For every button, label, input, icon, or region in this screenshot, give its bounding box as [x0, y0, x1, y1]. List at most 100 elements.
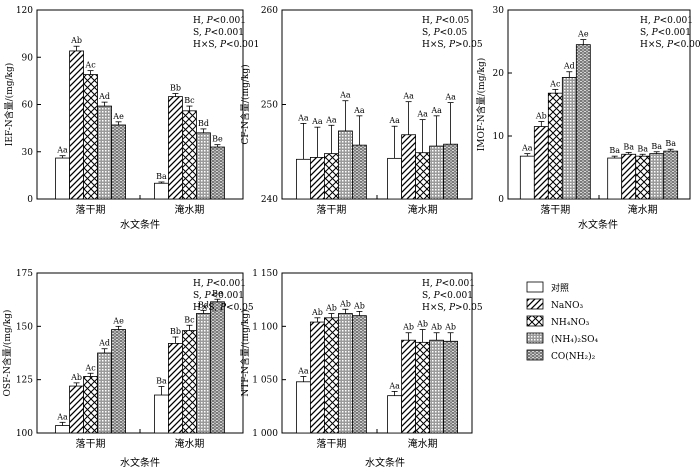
data-label: Ab [353, 301, 365, 310]
x-tick-label: 落干期 [316, 438, 346, 450]
data-label: Aa [388, 381, 400, 390]
legend-label: NH₄NO₃ [551, 318, 590, 328]
x-tick-label: 落干期 [76, 438, 106, 450]
data-label: Ba [156, 376, 167, 385]
y-tick-label: 100 [16, 429, 33, 439]
bar [575, 44, 591, 200]
stat-annotation: H, P<0.001 [422, 279, 475, 289]
bar [111, 329, 126, 434]
x-tick-label: 淹水期 [174, 203, 204, 216]
data-label: Bd [198, 300, 209, 309]
y-tick-label: 0 [498, 195, 504, 205]
data-label: Ab [311, 308, 323, 317]
y-tick-label: 250 [261, 101, 278, 111]
bar [533, 126, 549, 200]
bar [621, 153, 637, 200]
bar [337, 130, 353, 200]
legend-item: (NH₄)₂SO₄ [526, 332, 599, 345]
y-tick-label: 175 [16, 269, 33, 279]
bar [415, 152, 431, 200]
x-tick-label: 落干期 [76, 204, 106, 216]
data-label: Ab [325, 304, 337, 313]
bar [429, 339, 445, 434]
bar [83, 376, 98, 434]
data-label: Bc [184, 96, 195, 105]
bar [168, 342, 183, 434]
legend-swatch [526, 315, 544, 327]
bar [309, 157, 325, 200]
stat-annotation: H, P<0.001 [640, 16, 693, 26]
x-tick-label: 落干期 [540, 204, 570, 216]
stat-annotation: S, P<0.001 [422, 291, 473, 301]
bar [196, 313, 211, 434]
stat-annotation: H, P<0.05 [422, 16, 469, 26]
bar [97, 105, 112, 200]
bar [635, 155, 651, 200]
data-label: Ac [549, 79, 561, 88]
bar [182, 110, 197, 200]
legend-swatch [526, 281, 544, 293]
bar [323, 317, 339, 434]
data-label: Ab [339, 299, 351, 308]
y-tick-label: 30 [493, 6, 505, 16]
bar [210, 301, 225, 434]
y-tick-label: 1 000 [252, 429, 278, 439]
data-label: Aa [339, 91, 351, 100]
x-axis-title: 水文条件 [120, 218, 160, 231]
x-tick-label: 落干期 [316, 204, 346, 216]
bar [55, 157, 70, 200]
bar [429, 145, 445, 200]
data-label: Ad [98, 339, 110, 348]
y-tick-label: 1 050 [252, 376, 278, 386]
stat-annotation: S, P<0.001 [640, 28, 691, 38]
x-tick-label: 淹水期 [628, 203, 658, 216]
data-label: Ba [637, 144, 648, 153]
y-tick-label: 260 [261, 6, 278, 16]
data-label: Ab [402, 323, 414, 332]
legend-item: CO(NH₂)₂ [526, 349, 596, 362]
data-label: Ab [444, 323, 456, 332]
y-tick-label: 60 [22, 101, 34, 111]
bar [154, 182, 169, 200]
data-label: Ad [563, 62, 575, 71]
data-label: Bb [170, 83, 181, 92]
stat-annotation: H×S, P>0.05 [422, 40, 483, 50]
data-label: Ae [112, 316, 124, 325]
bar [69, 385, 84, 434]
stat-annotation: H×S, P>0.05 [422, 303, 483, 313]
data-label: Ab [430, 323, 442, 332]
stat-annotation: H, P<0.001 [193, 16, 246, 26]
y-axis-title: OSF-N含量/(mg/kg) [1, 310, 13, 397]
data-label: Be [212, 135, 223, 144]
stat-annotation: S, P<0.05 [422, 28, 467, 38]
legend-label: NaNO₃ [551, 301, 583, 311]
y-tick-label: 150 [16, 322, 33, 332]
stat-annotation: H×S, P<0.001 [640, 40, 700, 50]
y-tick-label: 10 [493, 132, 505, 142]
legend-swatch [526, 332, 544, 344]
bar [387, 157, 403, 200]
bar [83, 74, 98, 200]
bar [663, 150, 679, 200]
bar [351, 315, 367, 434]
legend-item: 对照 [526, 281, 569, 294]
data-label: Ae [112, 112, 124, 121]
bar [295, 158, 311, 200]
bar [607, 157, 623, 200]
data-label: Bb [170, 327, 181, 336]
y-tick-label: 1 150 [252, 269, 278, 279]
y-axis-title: NTF-N含量/(mg/kg) [239, 309, 251, 396]
data-label: Aa [56, 146, 68, 155]
stat-annotation: H×S, P<0.05 [193, 303, 254, 313]
x-tick-label: 淹水期 [174, 437, 204, 450]
legend-swatch [526, 349, 544, 361]
data-label: Aa [325, 115, 337, 124]
legend-item: NaNO₃ [526, 298, 583, 311]
data-label: Aa [311, 117, 323, 126]
data-label: Aa [416, 110, 428, 119]
legend-swatch [526, 298, 544, 310]
bar [649, 153, 665, 200]
data-label: Aa [521, 144, 533, 153]
